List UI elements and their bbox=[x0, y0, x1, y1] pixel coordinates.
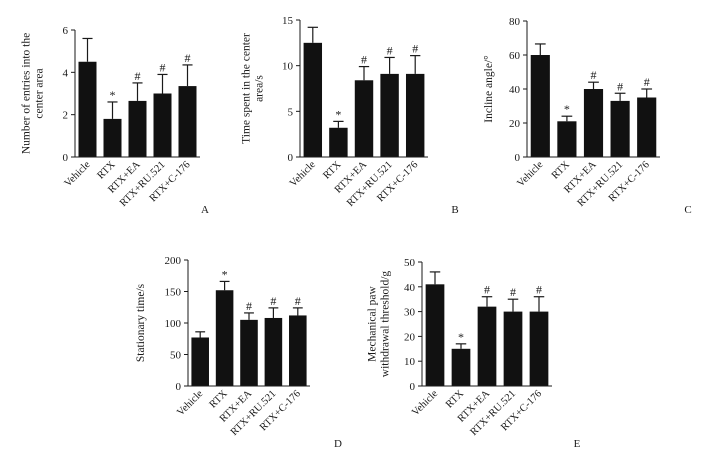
bar-e-3 bbox=[477, 306, 497, 386]
y-tick-label-d-4: 200 bbox=[165, 255, 182, 267]
y-axis-label-e-line-1: Mechanical paw bbox=[367, 285, 379, 361]
y-tick-label-e-4: 40 bbox=[404, 282, 416, 294]
panel-d: Vehicle*RTX#RTX+EA#RTX+RU.521#RTX+C-1760… bbox=[135, 255, 342, 450]
x-tick-label-a-2: RTX bbox=[95, 159, 117, 181]
bar-d-2 bbox=[215, 290, 234, 386]
y-tick-label-c-1: 20 bbox=[509, 118, 521, 130]
y-tick-label-e-2: 20 bbox=[404, 331, 416, 343]
y-tick-label-d-2: 100 bbox=[165, 318, 182, 330]
significance-mark-e-4: # bbox=[510, 285, 516, 299]
y-tick-label-d-0: 0 bbox=[176, 381, 182, 393]
bar-e-1 bbox=[425, 284, 445, 386]
bar-e-5 bbox=[529, 311, 549, 386]
significance-mark-c-4: # bbox=[617, 79, 623, 93]
significance-mark-a-5: # bbox=[185, 51, 191, 65]
significance-mark-a-2: * bbox=[110, 88, 116, 102]
y-tick-label-e-3: 30 bbox=[404, 307, 416, 319]
y-tick-label-c-0: 0 bbox=[515, 152, 521, 164]
significance-mark-b-5: # bbox=[412, 42, 418, 56]
bar-a-3 bbox=[128, 100, 147, 157]
significance-mark-d-3: # bbox=[246, 299, 252, 313]
y-tick-label-a-1: 2 bbox=[63, 110, 69, 122]
panel-label-a: A bbox=[201, 204, 209, 216]
bar-c-1 bbox=[530, 55, 550, 157]
panel-label-d: D bbox=[334, 438, 342, 450]
significance-mark-b-4: # bbox=[387, 43, 393, 57]
significance-mark-c-5: # bbox=[644, 75, 650, 89]
y-axis-label-d-line-1: Stationary time/s bbox=[135, 283, 147, 362]
y-tick-label-d-3: 150 bbox=[165, 287, 182, 299]
x-tick-label-e-2: RTX bbox=[444, 388, 466, 410]
y-axis-label-c-line-1: Incline angle/° bbox=[483, 55, 495, 123]
bar-e-2 bbox=[451, 348, 471, 386]
bar-d-5 bbox=[289, 315, 307, 386]
significance-mark-e-3: # bbox=[484, 283, 490, 297]
significance-mark-d-4: # bbox=[270, 294, 276, 308]
y-tick-label-a-0: 0 bbox=[63, 152, 69, 164]
y-tick-label-c-2: 40 bbox=[509, 84, 521, 96]
y-tick-label-d-1: 50 bbox=[170, 350, 182, 362]
bar-b-5 bbox=[405, 73, 425, 157]
y-tick-label-c-3: 60 bbox=[509, 50, 521, 62]
significance-mark-c-2: * bbox=[564, 102, 570, 116]
y-axis-label-a-line-2: center area bbox=[34, 68, 46, 118]
significance-mark-b-3: # bbox=[361, 53, 367, 67]
y-tick-label-e-0: 0 bbox=[410, 381, 416, 393]
bar-b-3 bbox=[354, 80, 374, 157]
panel-label-e: E bbox=[574, 438, 581, 450]
y-tick-label-b-3: 15 bbox=[282, 15, 294, 27]
y-tick-label-e-5: 50 bbox=[404, 257, 416, 269]
significance-mark-e-5: # bbox=[536, 283, 542, 297]
y-tick-label-a-2: 4 bbox=[63, 67, 69, 79]
x-tick-label-b-2: RTX bbox=[321, 159, 343, 181]
x-tick-label-c-2: RTX bbox=[550, 159, 572, 181]
bar-d-1 bbox=[191, 337, 209, 386]
bar-a-5 bbox=[178, 86, 197, 157]
significance-mark-b-2: * bbox=[335, 107, 341, 121]
significance-mark-e-2: * bbox=[458, 330, 464, 344]
y-axis-label-e-line-2: withdrawal threshold/g bbox=[380, 271, 392, 378]
y-tick-label-b-1: 5 bbox=[288, 106, 294, 118]
bar-c-5 bbox=[637, 97, 657, 157]
panel-e: Vehicle*RTX#RTX+EA#RTX+RU.521#RTX+C-1760… bbox=[367, 257, 581, 450]
y-axis-label-b-line-1: Time spent in the center bbox=[241, 33, 253, 144]
bar-b-1 bbox=[303, 42, 323, 158]
y-axis-label-a-line-1: Number of entries into the bbox=[21, 33, 33, 154]
y-tick-label-a-3: 6 bbox=[63, 25, 69, 37]
significance-mark-d-2: * bbox=[222, 267, 228, 281]
bar-d-3 bbox=[240, 319, 258, 386]
panel-label-b: B bbox=[451, 204, 458, 216]
bar-b-2 bbox=[329, 127, 348, 157]
bar-a-4 bbox=[153, 93, 172, 157]
y-tick-label-b-0: 0 bbox=[288, 152, 294, 164]
panel-c: Vehicle*RTX#RTX+EA#RTX+RU.521#RTX+C-1760… bbox=[483, 16, 692, 216]
bar-c-3 bbox=[583, 89, 604, 157]
bar-a-1 bbox=[78, 61, 97, 157]
y-tick-label-c-4: 80 bbox=[509, 16, 521, 28]
panel-label-c: C bbox=[684, 204, 691, 216]
significance-mark-d-5: # bbox=[295, 294, 301, 308]
significance-mark-a-4: # bbox=[160, 60, 166, 74]
y-axis-label-b-line-2: area/s bbox=[254, 75, 266, 102]
y-tick-label-e-1: 10 bbox=[404, 356, 416, 368]
significance-mark-c-3: # bbox=[591, 68, 597, 82]
bar-a-2 bbox=[103, 118, 122, 157]
y-tick-label-b-2: 10 bbox=[282, 61, 294, 73]
significance-mark-a-3: # bbox=[135, 69, 141, 83]
bar-b-4 bbox=[380, 73, 399, 157]
bar-d-4 bbox=[264, 317, 283, 386]
bar-c-4 bbox=[610, 100, 630, 157]
bar-e-4 bbox=[503, 311, 523, 386]
panel-b: Vehicle*RTX#RTX+EA#RTX+RU.521#RTX+C-1760… bbox=[241, 15, 459, 216]
bar-c-2 bbox=[557, 121, 577, 157]
panel-a: Vehicle*RTX#RTX+EA#RTX+RU.521#RTX+C-1760… bbox=[21, 25, 210, 216]
